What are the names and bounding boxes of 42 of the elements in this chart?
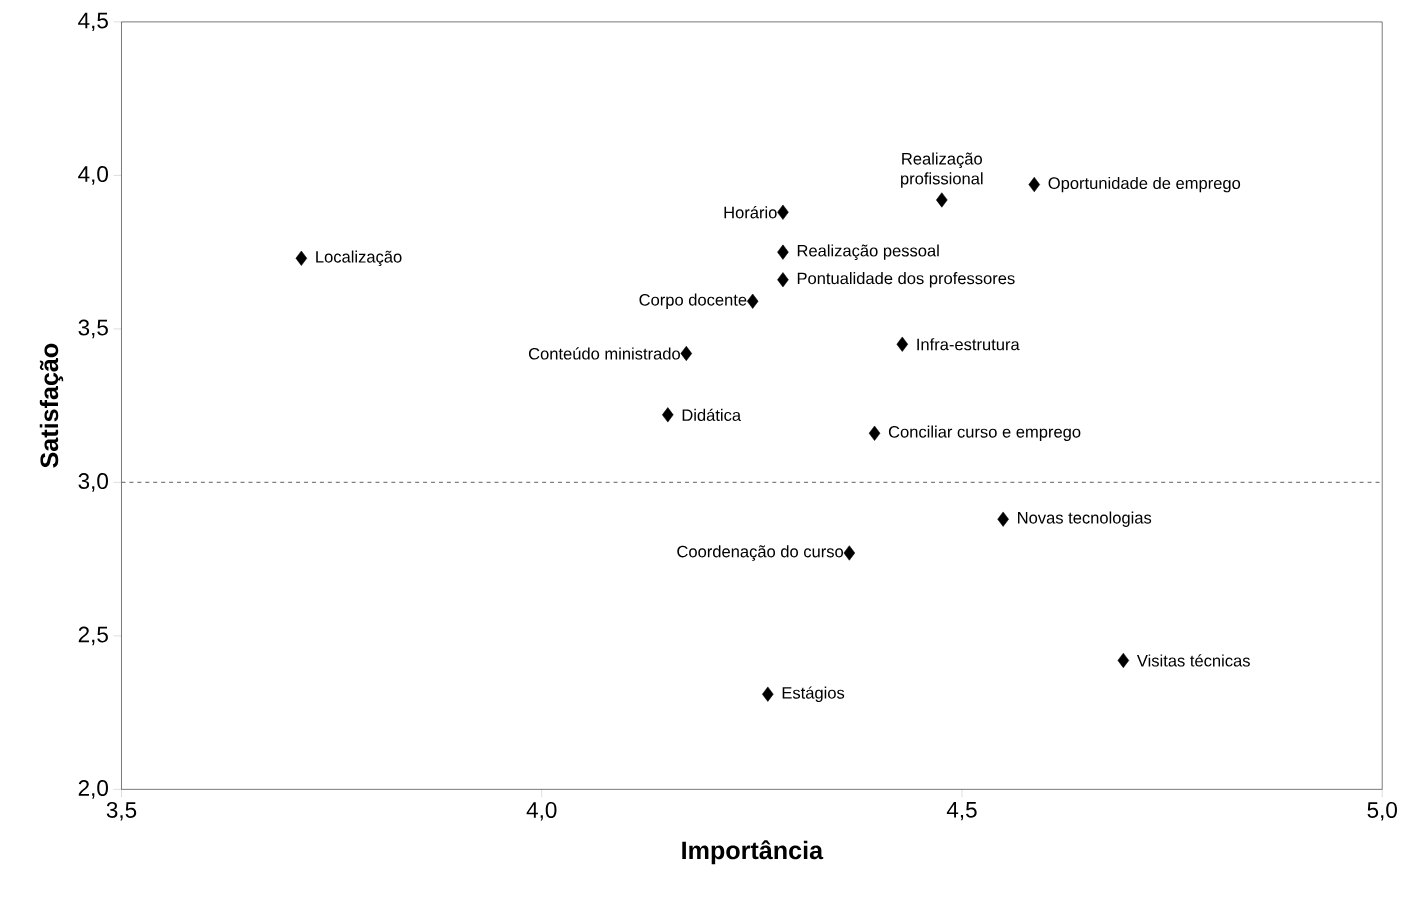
annotation: Coordenação do curso — [677, 545, 844, 561]
x-tick-label: 5,0 — [1367, 802, 1397, 821]
y-tick-label: 3,0 — [78, 473, 108, 492]
y-tick-label: 3,5 — [78, 319, 108, 339]
point — [762, 686, 774, 702]
annotation: Realização profissional — [901, 152, 983, 188]
annotation: Didática — [682, 408, 742, 422]
y-tick-label: 4,5 — [78, 12, 108, 32]
point — [936, 192, 948, 208]
point — [1117, 652, 1130, 669]
y-tick-label: 2,0 — [78, 780, 108, 799]
annotation: Pontualidade dos professores — [797, 272, 1015, 288]
point — [843, 545, 856, 561]
point — [777, 204, 789, 220]
point — [746, 293, 759, 309]
annotation: Corpo docente — [639, 293, 747, 310]
y-tick-label: 4,0 — [78, 166, 108, 185]
y-tick-label: 2,5 — [78, 626, 108, 646]
point — [680, 345, 693, 362]
annotation: Oportunidade de emprego — [1048, 176, 1241, 193]
annotation: Horário — [724, 206, 777, 219]
point — [1028, 177, 1040, 193]
point — [997, 511, 1009, 527]
annotation: Estágios — [782, 686, 845, 703]
point — [777, 272, 789, 288]
point — [896, 336, 909, 352]
point — [868, 425, 881, 441]
x-tick-label: 4,5 — [946, 802, 977, 821]
annotation: Infra-estrutura — [917, 338, 1020, 351]
annotation: Conciliar curso e emprego — [888, 425, 1081, 442]
annotation: Visitas técnicas — [1136, 654, 1250, 667]
y-axis-title: Satisfação — [39, 343, 64, 468]
point — [662, 407, 674, 423]
x-tick-label: 4,0 — [526, 802, 557, 821]
x-tick-label: 3,5 — [106, 802, 137, 821]
annotation: Conteúdo ministrado — [528, 347, 680, 360]
annotation: Novas tecnologias — [1018, 511, 1152, 527]
point — [777, 244, 789, 260]
point — [295, 250, 308, 266]
annotation: Localização — [316, 250, 402, 267]
annotation: Realização pessoal — [797, 244, 939, 260]
x-axis-title: Importância — [682, 840, 824, 865]
